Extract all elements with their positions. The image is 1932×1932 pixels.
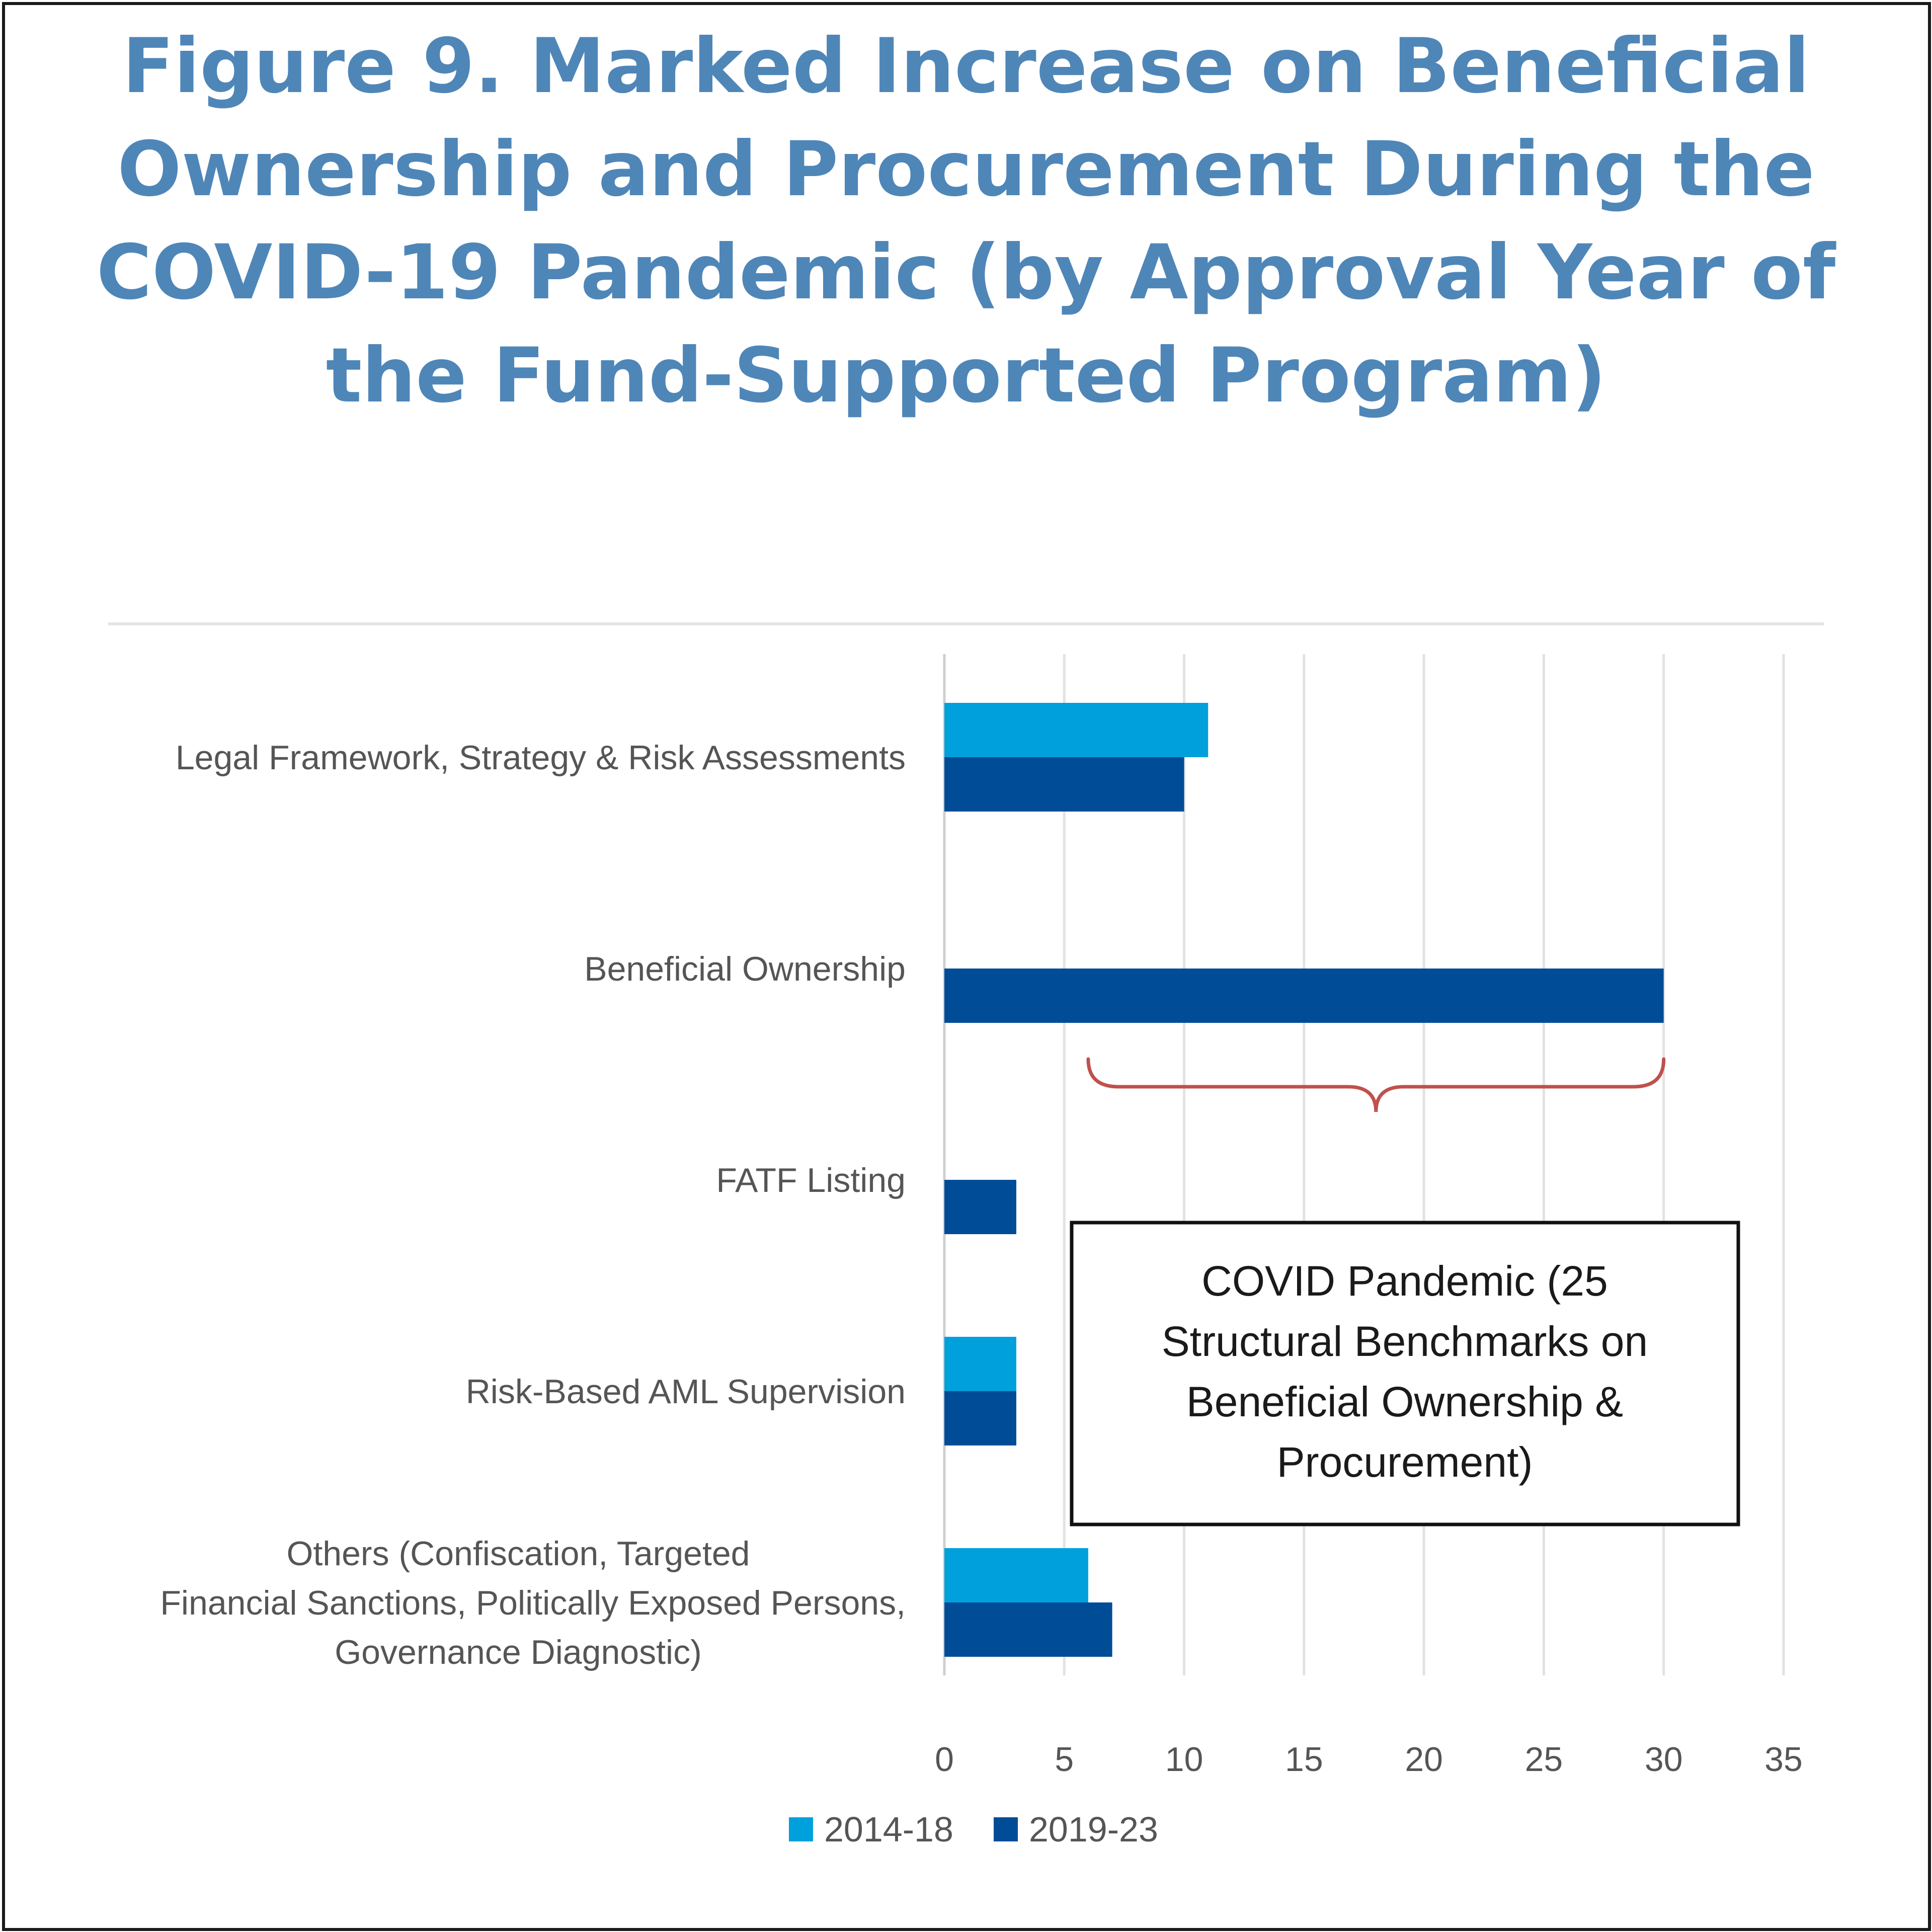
category-label: Others (Confiscation, Targeted Financial … — [160, 1535, 906, 1671]
bar-2014-18 — [944, 1548, 1088, 1602]
category-label: Legal Framework, Strategy & Risk Assessm… — [176, 739, 906, 777]
category-label: FATF Listing — [716, 1161, 906, 1199]
annotation-text: COVID Pandemic (25 Structural Benchmarks … — [1162, 1257, 1648, 1486]
category-label: Beneficial Ownership — [584, 950, 906, 988]
x-tick-label: 20 — [1405, 1740, 1443, 1779]
x-tick-label: 30 — [1645, 1740, 1683, 1779]
legend-swatch-2014-18 — [789, 1817, 813, 1841]
chart-title: Figure 9. Marked Increase on Beneficial … — [96, 23, 1836, 420]
x-tick-label: 5 — [1055, 1740, 1074, 1779]
bar-2014-18 — [944, 703, 1209, 757]
x-axis-ticks: 0 5 10 15 20 25 30 35 — [935, 1740, 1803, 1779]
x-tick-label: 15 — [1285, 1740, 1323, 1779]
bar-2019-23 — [944, 757, 1184, 812]
bar-2019-23 — [944, 1602, 1112, 1657]
legend: 2014-18 2019-23 — [789, 1810, 1158, 1849]
x-tick-label: 0 — [935, 1740, 954, 1779]
bars — [944, 703, 1664, 1657]
legend-swatch-2019-23 — [994, 1817, 1018, 1841]
annotation: COVID Pandemic (25 Structural Benchmarks … — [1070, 1057, 1740, 1526]
legend-label-2019-23: 2019-23 — [1029, 1810, 1158, 1849]
bar-2014-18 — [944, 1337, 1016, 1391]
bar-2019-23 — [944, 1391, 1016, 1445]
x-tick-label: 35 — [1764, 1740, 1803, 1779]
annotation-box — [1070, 1221, 1740, 1526]
x-tick-label: 25 — [1525, 1740, 1563, 1779]
bar-2019-23 — [944, 1180, 1016, 1234]
legend-label-2014-18: 2014-18 — [824, 1810, 953, 1849]
x-tick-label: 10 — [1165, 1740, 1203, 1779]
category-label: Risk-Based AML Supervision — [466, 1373, 906, 1411]
category-labels: Legal Framework, Strategy & Risk Assessm… — [160, 739, 906, 1671]
bar-2019-23 — [944, 969, 1664, 1023]
annotation-brace — [1086, 1057, 1666, 1112]
